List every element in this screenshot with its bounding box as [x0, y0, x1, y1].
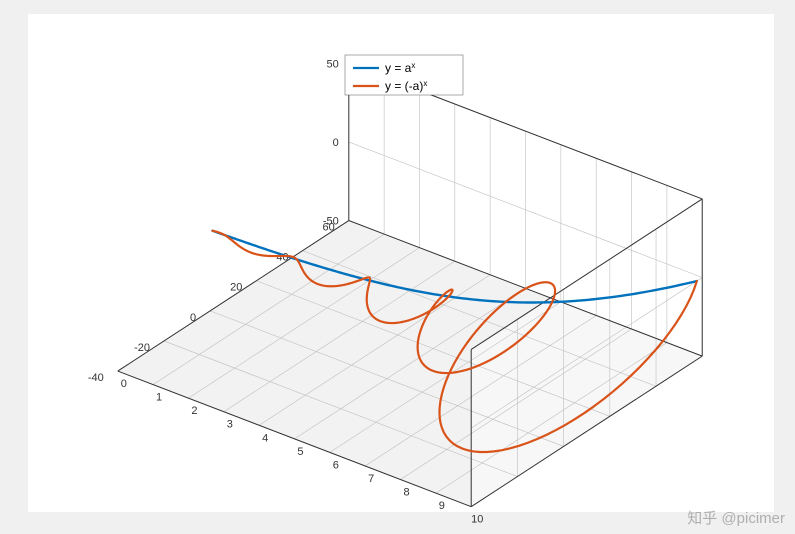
svg-text:0: 0: [333, 137, 339, 149]
svg-text:6: 6: [333, 459, 339, 471]
svg-text:2: 2: [191, 405, 197, 417]
svg-text:10: 10: [471, 514, 483, 526]
svg-text:-40: -40: [88, 372, 104, 384]
plot-svg: 012345678910-40-200204060-50050y = axy =…: [0, 0, 795, 534]
svg-text:50: 50: [327, 58, 339, 70]
svg-text:0: 0: [121, 378, 127, 390]
svg-text:3: 3: [227, 419, 233, 431]
legend-label: y = (-a)x: [385, 79, 427, 94]
legend-label: y = ax: [385, 61, 415, 76]
svg-text:7: 7: [368, 473, 374, 485]
svg-text:4: 4: [262, 432, 268, 444]
svg-text:0: 0: [190, 312, 196, 324]
svg-text:1: 1: [156, 392, 162, 404]
svg-text:5: 5: [297, 446, 303, 458]
svg-text:8: 8: [403, 487, 409, 499]
svg-text:20: 20: [230, 282, 242, 294]
svg-text:-50: -50: [323, 216, 339, 228]
svg-text:9: 9: [439, 500, 445, 512]
svg-text:-20: -20: [134, 342, 150, 354]
chart-container: { "figure": { "type": "3d-line", "width_…: [0, 0, 795, 534]
